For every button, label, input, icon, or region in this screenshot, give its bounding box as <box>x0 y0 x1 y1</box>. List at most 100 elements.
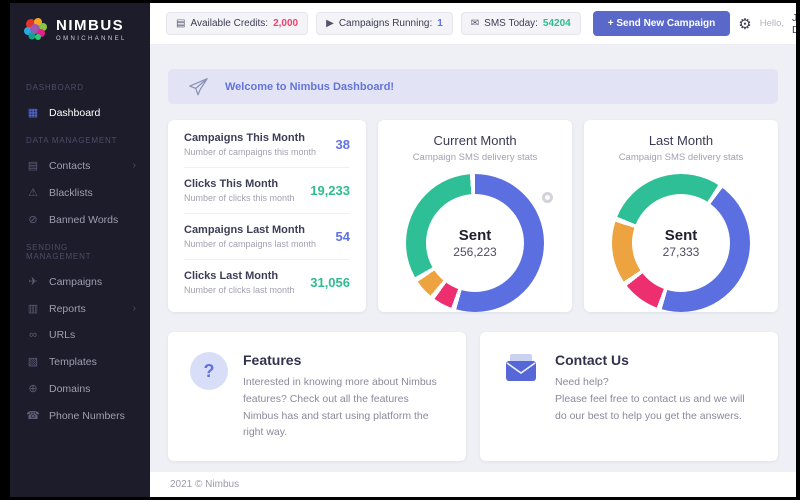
sidebar-item-label: Contacts <box>49 159 91 172</box>
sidebar-item-blacklists[interactable]: ⚠ Blacklists <box>10 179 150 206</box>
chart-title: Current Month <box>433 133 517 148</box>
chart-subtitle: Campaign SMS delivery stats <box>412 152 538 163</box>
campaigns-running-value: 1 <box>437 18 443 29</box>
donut-center-label: Sent <box>458 227 492 244</box>
campaigns-running-label: Campaigns Running: <box>338 18 433 29</box>
app-window: NIMBUS OMNICHANNEL DASHBOARD ▦ Dashboard… <box>10 3 796 497</box>
chevron-right-icon: › <box>132 303 136 314</box>
brain-logo-icon <box>24 18 47 40</box>
available-credits-label: Available Credits: <box>190 18 269 29</box>
sidebar-item-label: Campaigns <box>49 275 103 288</box>
stat-row-clicks-last-month: Clicks Last Month Number of clicks last … <box>184 260 350 305</box>
stat-title: Clicks This Month <box>184 178 279 190</box>
stat-value: 38 <box>335 137 350 152</box>
contact-us-line2: Please feel free to contact us and we wi… <box>555 392 745 422</box>
sidebar-item-templates[interactable]: ▧ Templates <box>10 348 150 375</box>
donut-center-value: 256,223 <box>453 245 497 259</box>
stat-value: 31,056 <box>310 275 350 290</box>
contacts-icon: ▤ <box>27 160 39 172</box>
sms-today-label: SMS Today: <box>484 18 538 29</box>
reports-icon: ▥ <box>27 303 39 315</box>
available-credits-pill: ▤ Available Credits: 2,000 <box>166 12 309 35</box>
sidebar-nav: DASHBOARD ▦ Dashboard DATA MANAGEMENT ▤ … <box>10 57 150 429</box>
last-month-donut-chart: Sent 27,333 <box>612 174 750 312</box>
sidebar-item-label: URLs <box>49 329 76 341</box>
sidebar: NIMBUS OMNICHANNEL DASHBOARD ▦ Dashboard… <box>10 3 150 497</box>
stat-subtitle: Number of clicks last month <box>184 285 295 295</box>
donut-center-value: 27,333 <box>662 245 700 259</box>
stat-subtitle: Number of campaigns last month <box>184 239 317 249</box>
templates-icon: ▧ <box>27 356 39 368</box>
mail-icon <box>506 354 536 381</box>
sms-today-pill: ✉ SMS Today: 54204 <box>460 12 581 35</box>
topbar: ▤ Available Credits: 2,000 ▶ Campaigns R… <box>150 3 796 45</box>
sms-icon: ✉ <box>470 18 480 29</box>
campaigns-running-pill: ▶ Campaigns Running: 1 <box>316 12 453 35</box>
stat-title: Campaigns Last Month <box>184 224 306 236</box>
section-label-sending-management: SENDING MANAGEMENT <box>26 243 92 261</box>
stat-subtitle: Number of clicks this month <box>184 193 295 203</box>
section-label-dashboard: DASHBOARD <box>26 83 84 92</box>
stat-value: 19,233 <box>310 183 350 198</box>
sidebar-item-label: Phone Numbers <box>49 409 125 422</box>
domains-icon: ⊕ <box>28 383 38 395</box>
main-area: ▤ Available Credits: 2,000 ▶ Campaigns R… <box>150 3 796 497</box>
sidebar-item-dashboard[interactable]: ▦ Dashboard <box>10 99 150 126</box>
chart-title: Last Month <box>648 133 714 148</box>
stat-row-campaigns-this-month: Campaigns This Month Number of campaigns… <box>184 122 350 168</box>
greeting-text: Hello, <box>759 18 784 29</box>
sidebar-item-reports[interactable]: ▥ Reports › <box>10 295 150 322</box>
sidebar-item-domains[interactable]: ⊕ Domains <box>10 375 150 402</box>
dot-indicator <box>542 192 553 203</box>
banned-words-icon: ⊘ <box>28 214 38 226</box>
sidebar-item-urls[interactable]: ∞ URLs <box>10 322 150 348</box>
available-credits-value: 2,000 <box>273 18 299 29</box>
stat-subtitle: Number of campaigns this month <box>184 147 317 157</box>
sidebar-item-label: Templates <box>49 355 97 368</box>
credit-card-icon: ▤ <box>176 18 186 29</box>
dashboard-icon: ▦ <box>27 107 39 119</box>
contact-us-title: Contact Us <box>555 352 629 368</box>
last-month-chart-card: Last Month Campaign SMS delivery stats S… <box>584 120 778 312</box>
sidebar-item-label: Reports <box>49 302 86 315</box>
features-title: Features <box>243 352 302 368</box>
logo-subtitle: OMNICHANNEL <box>56 35 127 42</box>
nimbus-logo[interactable]: NIMBUS OMNICHANNEL <box>10 3 150 57</box>
welcome-banner: Welcome to Nimbus Dashboard! <box>168 69 778 104</box>
running-icon: ▶ <box>326 18 334 29</box>
donut-center-label: Sent <box>664 227 698 244</box>
current-month-chart-card: Current Month Campaign SMS delivery stat… <box>378 120 572 312</box>
footer: 2021 © Nimbus <box>150 472 796 497</box>
features-card: ? Features Interested in knowing more ab… <box>168 332 466 462</box>
sidebar-item-phone-numbers[interactable]: ☎ Phone Numbers <box>10 402 150 429</box>
stat-value: 54 <box>335 229 350 244</box>
sidebar-item-banned-words[interactable]: ⊘ Banned Words <box>10 206 150 233</box>
contact-us-line1: Need help? <box>555 376 609 388</box>
welcome-message: Welcome to Nimbus Dashboard! <box>225 80 395 93</box>
campaigns-icon: ✈ <box>28 276 38 288</box>
chevron-right-icon: › <box>132 160 136 171</box>
stat-title: Campaigns This Month <box>184 132 305 144</box>
chart-subtitle: Campaign SMS delivery stats <box>618 152 744 163</box>
sidebar-item-label: Blacklists <box>49 186 93 199</box>
paper-plane-icon <box>189 77 208 95</box>
stat-row-clicks-this-month: Clicks This Month Number of clicks this … <box>184 168 350 214</box>
question-icon: ? <box>190 352 228 390</box>
sidebar-item-campaigns[interactable]: ✈ Campaigns <box>10 268 150 295</box>
user-name: John Doe <box>792 11 796 36</box>
dashboard-content: Welcome to Nimbus Dashboard! Campaigns T… <box>150 45 796 472</box>
phone-numbers-icon: ☎ <box>26 410 40 422</box>
stat-row-campaigns-last-month: Campaigns Last Month Number of campaigns… <box>184 214 350 260</box>
sidebar-item-label: Dashboard <box>49 106 101 119</box>
copyright-text: 2021 © Nimbus <box>170 479 240 490</box>
sidebar-item-contacts[interactable]: ▤ Contacts › <box>10 152 150 179</box>
send-new-campaign-button[interactable]: + Send New Campaign <box>592 11 731 36</box>
features-text: Interested in knowing more about Nimbus … <box>243 376 437 439</box>
sidebar-item-label: Banned Words <box>49 213 119 226</box>
contact-us-card: Contact Us Need help? Please feel free t… <box>480 332 778 462</box>
monthly-stats-card: Campaigns This Month Number of campaigns… <box>168 120 366 312</box>
urls-icon: ∞ <box>29 329 37 341</box>
section-label-data-management: DATA MANAGEMENT <box>26 136 118 145</box>
gear-icon[interactable]: ⚙ <box>738 15 752 33</box>
sms-today-value: 54204 <box>542 18 571 29</box>
